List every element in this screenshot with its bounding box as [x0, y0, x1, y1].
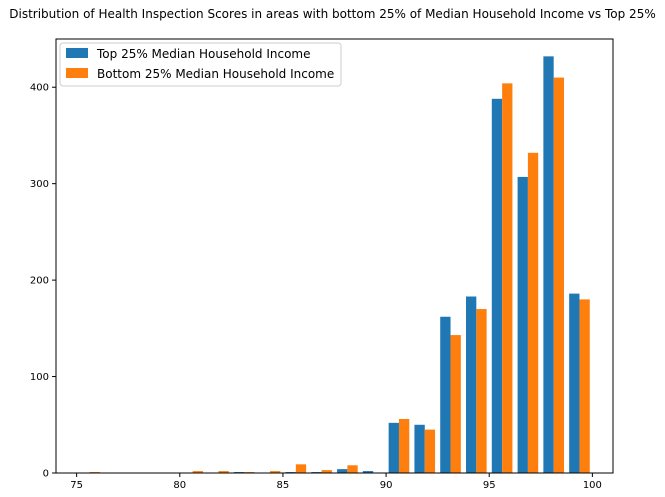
x-tick-label: 85	[277, 480, 290, 491]
x-tick-label: 90	[380, 480, 393, 491]
legend-label-bottom-25: Bottom 25% Median Household Income	[97, 67, 334, 81]
chart-title: Distribution of Health Inspection Scores…	[9, 7, 656, 21]
bar-series1-bin4	[192, 471, 203, 473]
legend-label-top-25: Top 25% Median Household Income	[96, 47, 311, 61]
y-axis: 0 100 200 300 400	[30, 83, 56, 480]
bar-series0-bin11	[362, 471, 374, 473]
plot-frame	[55, 38, 614, 474]
bar-series1-bin12	[398, 418, 410, 473]
bar-series1-bin16	[502, 83, 513, 474]
x-tick-label: 95	[483, 480, 496, 491]
bar-series1-bin5	[218, 471, 229, 473]
bar-series0-bin18	[543, 56, 554, 474]
bar-series1-bin8	[295, 464, 307, 473]
bar-series0-bin15	[466, 296, 477, 473]
bar-series1-bin13	[424, 429, 436, 473]
bar-series0-bin12	[388, 422, 399, 473]
y-tick-label: 100	[30, 372, 49, 383]
bar-series1-bin18	[553, 77, 564, 473]
legend: Top 25% Median Household Income Bottom 2…	[59, 42, 342, 87]
x-axis: 75 80 85 90 95 100	[70, 473, 602, 491]
bar-series1-bin14	[450, 335, 461, 473]
x-tick-label: 75	[70, 480, 83, 491]
bar-series1-bin9	[321, 470, 332, 473]
bar-series1-bin15	[476, 309, 487, 473]
legend-swatch-top-25	[66, 48, 88, 58]
bar-series1-bin10	[347, 465, 358, 473]
y-tick-label: 400	[30, 83, 49, 94]
legend-swatch-bottom-25	[66, 68, 88, 78]
bar-series1-bin7	[270, 471, 281, 473]
x-tick-label: 100	[583, 480, 602, 491]
bar-series0-bin19	[569, 293, 580, 473]
bar-series1-bin19	[579, 299, 590, 473]
bars-group	[89, 56, 590, 474]
bar-series0-bin10	[337, 469, 348, 473]
bar-series1-bin17	[527, 152, 539, 474]
x-tick-label: 80	[173, 480, 186, 491]
legend-box	[59, 42, 342, 87]
y-tick-label: 200	[30, 276, 49, 287]
bar-series0-bin17	[517, 176, 528, 474]
bar-series0-bin13	[414, 424, 425, 473]
bar-series0-bin14	[440, 316, 451, 473]
y-tick-label: 0	[43, 469, 49, 480]
bar-series0-bin16	[491, 98, 503, 474]
y-tick-label: 300	[30, 179, 49, 190]
